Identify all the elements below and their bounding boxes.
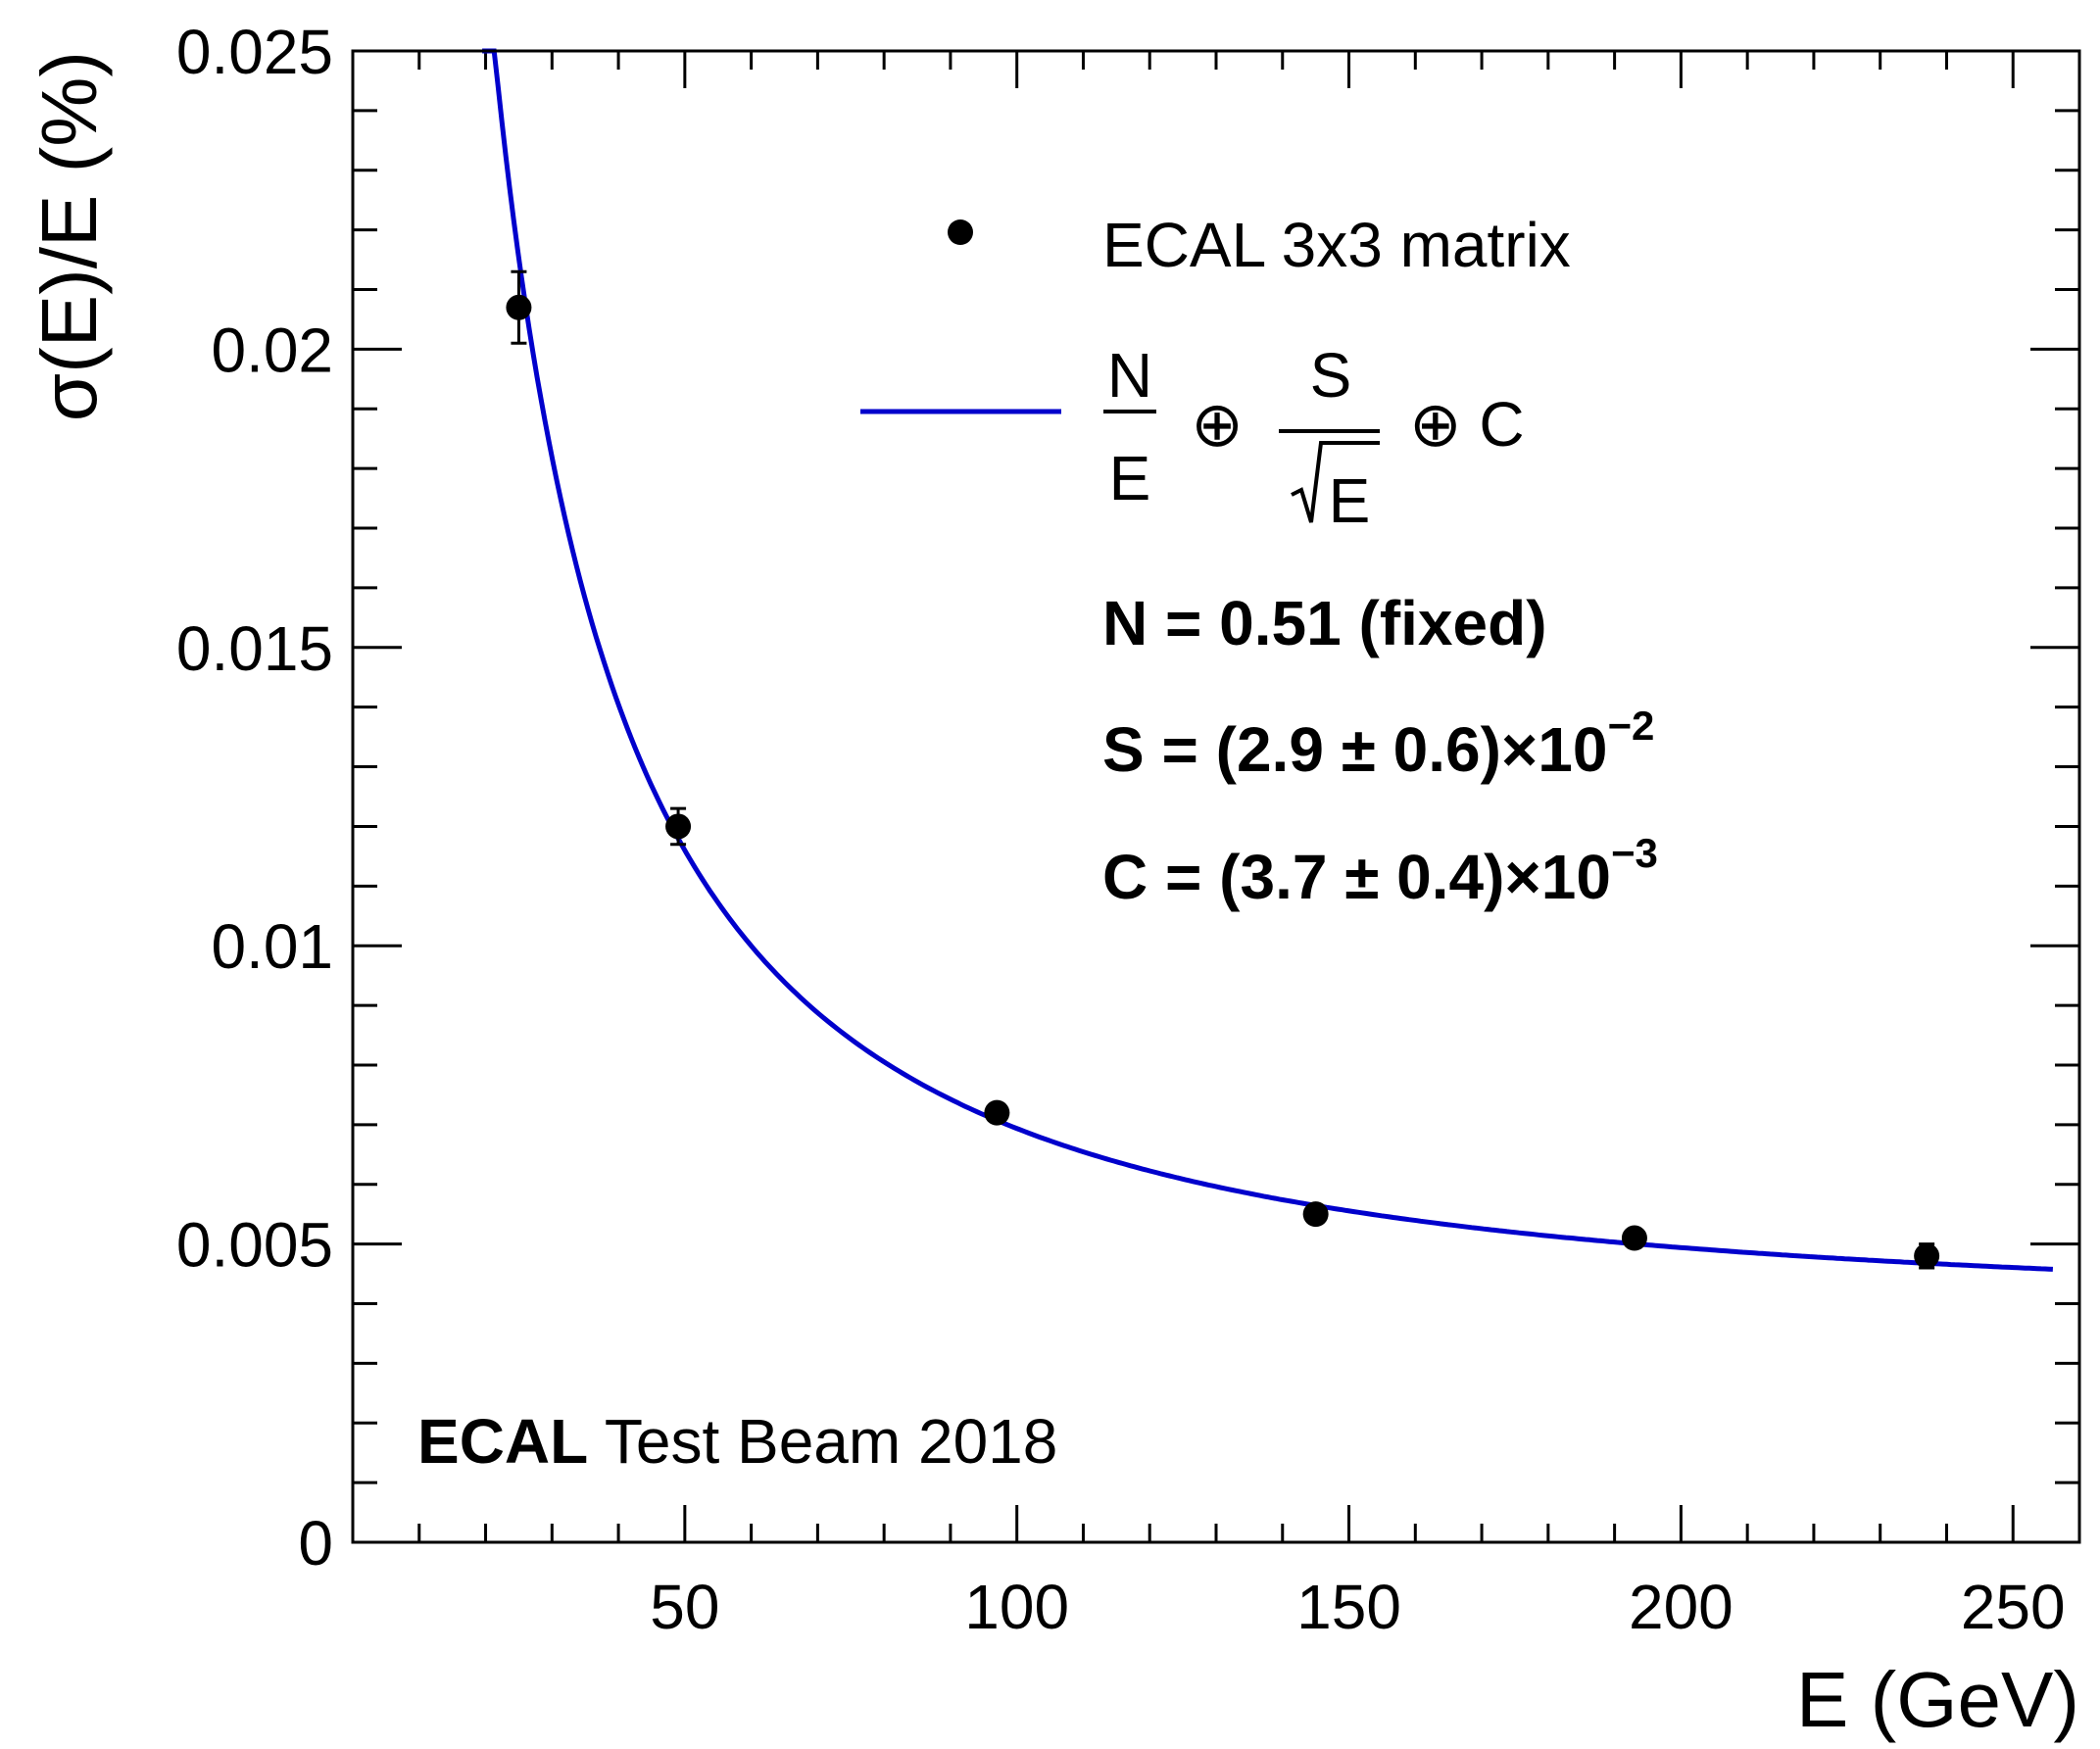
fit-result-c-exponent: −3 (1611, 830, 1658, 876)
y-tick-label: 0.005 (176, 1210, 333, 1281)
test-beam-annotation: ECAL Test Beam 2018 (417, 1406, 1057, 1477)
x-tick-label: 200 (1629, 1572, 1734, 1642)
legend-fit-s: S (1310, 340, 1352, 411)
y-tick-label: 0.02 (211, 315, 333, 385)
fit-results: N = 0.51 (fixed) S = (2.9 ± 0.6)×10−2 C … (1102, 588, 1658, 912)
fit-result-c-base: C = (3.7 ± 0.4)×10 (1102, 842, 1611, 912)
x-axis-title: E (GeV) (1796, 1656, 2079, 1743)
tick-labels: 50 100 150 200 250 0 0.005 0.01 0.015 0.02 0.025 (176, 17, 2066, 1642)
fit-result-s-exponent: −2 (1607, 703, 1654, 749)
x-tick-label: 100 (964, 1572, 1069, 1642)
fit-curve (482, 48, 2054, 1272)
x-tick-label: 50 (650, 1572, 719, 1642)
legend-oplus-1: ⊕ (1191, 389, 1244, 460)
legend-fit-e1: E (1109, 443, 1151, 513)
legend-oplus-2: ⊕ C (1409, 389, 1525, 460)
y-tick-label: 0.01 (211, 911, 333, 982)
x-tick-label: 150 (1296, 1572, 1401, 1642)
legend-fit-n: N (1107, 340, 1152, 411)
data-point (506, 294, 532, 320)
annotation-rest: Test Beam 2018 (588, 1406, 1057, 1477)
data-point (665, 813, 692, 840)
y-axis-title: σ(E)/E (%) (25, 51, 113, 421)
data-point (1914, 1242, 1940, 1269)
legend-fit-e2: E (1329, 465, 1371, 536)
plot-frame (351, 49, 2081, 1544)
legend: ECAL 3x3 matrix N E ⊕ S E ⊕ C (860, 210, 1571, 536)
legend-points-label: ECAL 3x3 matrix (1102, 210, 1571, 280)
data-point (1621, 1225, 1647, 1251)
y-tick-label: 0.015 (176, 613, 333, 684)
data-point (1302, 1201, 1329, 1228)
fit-result-n: N = 0.51 (fixed) (1102, 588, 1547, 658)
fit-result-s: S = (2.9 ± 0.6)×10−2 (1102, 703, 1654, 785)
fit-result-s-base: S = (2.9 ± 0.6)×10 (1102, 714, 1607, 785)
data-points (506, 269, 1940, 1270)
legend-marker (948, 219, 973, 245)
data-point (984, 1099, 1010, 1126)
x-tick-label: 250 (1961, 1572, 2066, 1642)
y-tick-label: 0.025 (176, 17, 333, 87)
y-tick-label: 0 (298, 1508, 333, 1579)
legend-sqrt-sign (1291, 441, 1380, 523)
annotation-bold: ECAL (417, 1406, 588, 1477)
fit-result-c: C = (3.7 ± 0.4)×10−3 (1102, 830, 1658, 912)
